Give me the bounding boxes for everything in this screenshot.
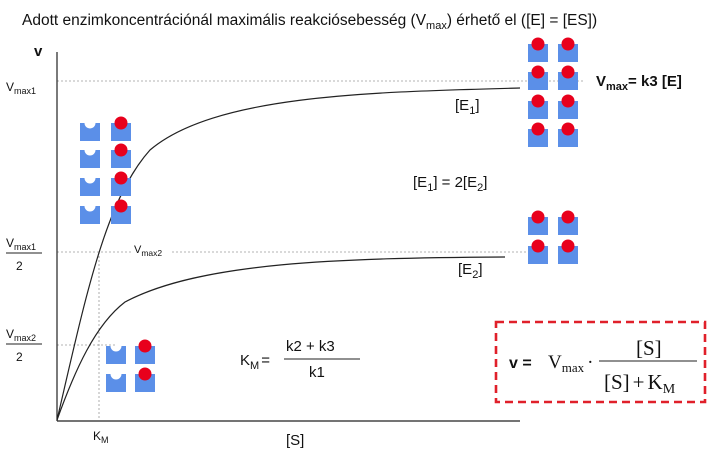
enzyme-icon [111,199,131,224]
enzyme-group-mid-right [528,210,578,264]
enzyme-icon [558,122,578,147]
enzyme-icon [111,143,131,168]
axes [56,52,520,422]
svg-text:Vmax1: Vmax1 [6,236,36,252]
enzyme-icon [528,65,548,90]
enzyme-group-left [80,116,131,224]
enzyme-icon [80,123,100,141]
svg-text:v =: v = [509,355,532,372]
enzyme-icon [106,346,126,364]
enzyme-icon [80,150,100,168]
tick-vmax2-half: Vmax2 2 [6,327,42,364]
enzyme-icon [558,65,578,90]
vmax-equation: Vmax= k3 [E] [596,73,682,93]
svg-text:k2 + k3: k2 + k3 [286,338,335,355]
vmax2-inline-label: Vmax2 [134,244,162,258]
michaelis-menten-formula: v = Vmax · [S] [S] + KM [509,336,697,397]
enzyme-icon [558,94,578,119]
enzyme-icon [528,94,548,119]
enzyme-group-bottom [106,339,155,392]
curve-e1-label: [E1] [455,97,479,117]
enzyme-icon [528,122,548,147]
svg-text:Vmax·: Vmax · [548,352,593,375]
tick-km: KM [93,429,109,445]
enzyme-icon [558,239,578,264]
enzyme-icon [558,37,578,62]
curve-e1 [56,87,521,421]
enzyme-ratio-label: [E1] = 2[E2] [413,174,487,194]
enzyme-icon [135,339,155,364]
enzyme-icon [111,116,131,141]
enzyme-icon [558,210,578,235]
enzyme-icon [528,210,548,235]
svg-text:2: 2 [16,350,23,364]
enzyme-icon [528,37,548,62]
enzyme-icon [106,374,126,392]
enzyme-icon [80,178,100,196]
curve-e2-label: [E2] [458,261,482,281]
enzyme-icon [111,171,131,196]
enzyme-icon [80,206,100,224]
enzyme-icon [135,367,155,392]
enzyme-icon [528,239,548,264]
enzyme-group-top-right [528,37,578,147]
svg-text:Vmax2: Vmax2 [6,327,36,343]
guide-lines [57,80,583,420]
tick-vmax1-half: Vmax1 2 [6,236,42,273]
x-axis-label: [S] [286,432,304,449]
curve-e2 [56,256,506,421]
svg-text:[S]: [S] [636,336,662,360]
michaelis-menten-box [494,320,707,404]
diagram-title: Adott enzimkoncentrációnál maximális rea… [22,12,597,32]
km-formula: KM = k2 + k3 k1 [240,338,360,381]
svg-text:[S]+KM: [S] + KM [604,370,676,397]
tick-vmax1: Vmax1 [6,80,36,96]
svg-text:KM=: KM = [240,352,270,372]
svg-text:2: 2 [16,259,23,273]
y-axis-label: v [34,43,43,60]
svg-text:k1: k1 [309,364,325,381]
